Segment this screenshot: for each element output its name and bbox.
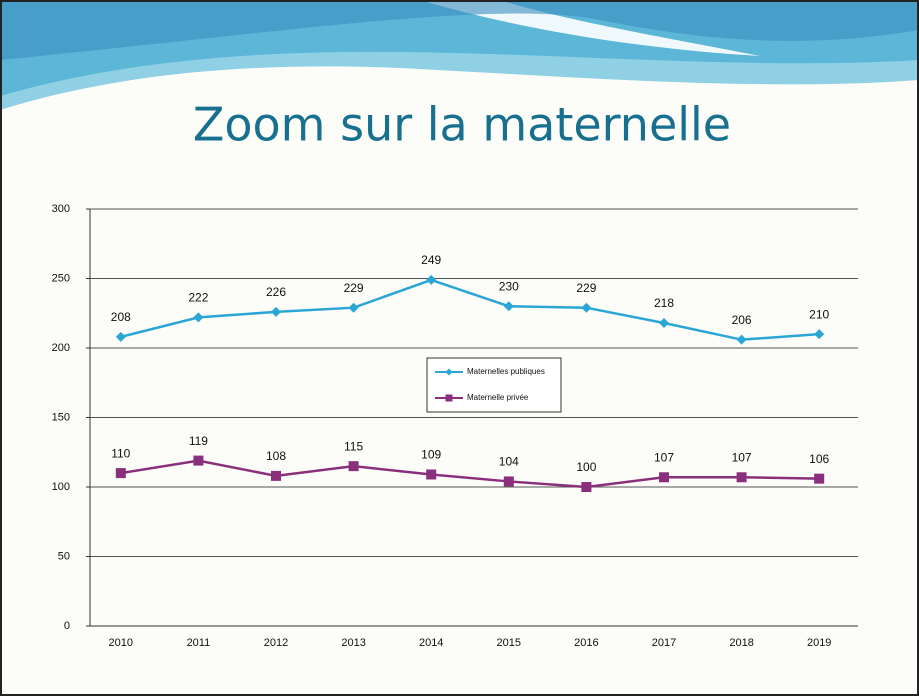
x-tick-label: 2014	[419, 637, 443, 649]
header-wave-dark	[0, 0, 919, 60]
x-tick-label: 2018	[729, 637, 753, 649]
marker	[271, 306, 281, 317]
header-wave-light	[0, 51, 919, 110]
data-label: 109	[421, 448, 441, 462]
data-label: 106	[809, 452, 829, 466]
marker	[581, 482, 592, 492]
data-label: 210	[809, 307, 829, 321]
data-label: 107	[654, 450, 674, 464]
x-tick-label: 2016	[574, 637, 598, 649]
y-tick-label: 200	[52, 342, 70, 354]
marker	[581, 302, 592, 313]
marker	[736, 334, 747, 345]
data-label: 229	[576, 281, 596, 295]
x-tick-label: 2012	[264, 637, 288, 649]
marker	[426, 274, 437, 285]
data-label: 230	[499, 279, 519, 293]
legend-label: Maternelles publiques	[467, 367, 545, 376]
data-label: 110	[111, 446, 130, 460]
x-tick-label: 2013	[341, 637, 365, 649]
marker	[115, 468, 126, 479]
series-line	[120, 459, 820, 489]
chart-title: Zoom sur la maternelle	[193, 98, 731, 152]
data-label: 119	[189, 434, 208, 448]
marker	[115, 331, 126, 342]
series-line	[120, 278, 820, 341]
marker	[426, 469, 437, 480]
data-label: 100	[576, 460, 596, 474]
data-label: 218	[654, 296, 674, 310]
data-label: 208	[111, 310, 131, 324]
y-tick-label: 100	[52, 481, 70, 493]
legend-marker	[445, 368, 453, 376]
marker	[503, 476, 514, 487]
marker	[193, 312, 204, 323]
legend-marker	[445, 394, 453, 402]
marker	[814, 473, 825, 484]
data-label: 104	[499, 455, 519, 469]
data-label: 107	[732, 450, 752, 464]
data-label: 206	[732, 313, 752, 327]
data-label: 115	[344, 439, 363, 453]
x-tick-label: 2019	[807, 637, 831, 649]
marker	[736, 472, 747, 483]
y-tick-label: 0	[64, 620, 70, 632]
x-tick-label: 2010	[109, 637, 133, 649]
x-tick-label: 2015	[497, 637, 521, 649]
marker	[193, 455, 204, 466]
x-tick-label: 2017	[652, 637, 676, 649]
marker	[659, 317, 669, 328]
marker	[348, 461, 359, 472]
data-label: 229	[344, 281, 364, 295]
data-label: 108	[266, 449, 286, 463]
data-label: 222	[188, 291, 208, 305]
marker	[659, 472, 669, 483]
marker	[271, 470, 281, 481]
y-tick-label: 250	[52, 272, 70, 284]
x-tick-label: 2011	[187, 637, 211, 649]
data-label: 249	[421, 253, 441, 267]
data-label: 226	[266, 285, 286, 299]
marker	[348, 302, 359, 313]
marker	[814, 329, 825, 340]
y-tick-label: 150	[52, 411, 70, 423]
legend-label: Maternelle privée	[467, 393, 529, 402]
legend-box	[426, 357, 562, 413]
marker	[503, 301, 514, 312]
y-tick-label: 300	[52, 203, 70, 215]
header-wave-highlight	[420, 0, 760, 56]
y-tick-label: 50	[58, 550, 70, 562]
